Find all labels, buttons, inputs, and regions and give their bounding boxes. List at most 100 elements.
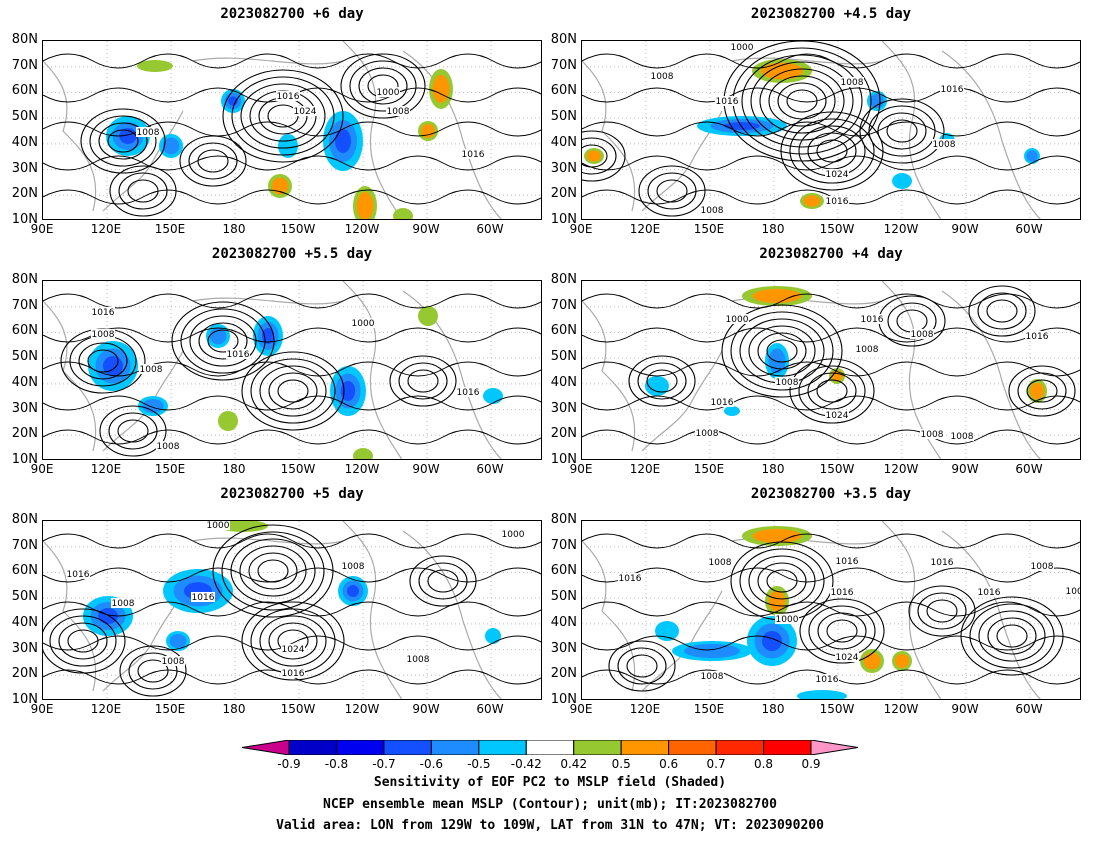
contour-label: 1008 bbox=[407, 655, 430, 665]
lon-tick-label: 120W bbox=[344, 222, 380, 236]
coastline bbox=[342, 281, 403, 459]
contour-label-bg bbox=[977, 587, 1001, 597]
mslp-contour bbox=[43, 669, 541, 685]
lon-tick-label: 120E bbox=[629, 462, 661, 476]
contour-label-bg bbox=[715, 96, 739, 106]
colorbar-tick-label: 0.5 bbox=[611, 757, 631, 771]
map-svg-6: 1016 1008 1008 1016 1016 1016 1008 1000 1024 1016… bbox=[582, 521, 1081, 699]
lat-tick-label: 30N bbox=[11, 400, 38, 416]
contour-label: 1016 bbox=[816, 675, 839, 685]
lat-tick-label: 10N bbox=[550, 692, 577, 707]
contour-label-bg bbox=[406, 654, 430, 664]
lat-tick-label: 10N bbox=[11, 212, 38, 227]
lon-tick-label: 90W bbox=[412, 222, 440, 236]
contour-label-bg bbox=[456, 387, 480, 397]
contour-label: 1008 bbox=[1066, 587, 1081, 597]
coastline bbox=[342, 521, 403, 699]
coastline bbox=[402, 50, 502, 219]
map-panel-3: 1008 1016 1016 1008 1000 1016 1008 bbox=[42, 280, 542, 460]
contour-label: 1016 bbox=[978, 588, 1001, 598]
contour-label: 1008 bbox=[157, 442, 180, 452]
lon-tick-label: 120W bbox=[344, 462, 380, 476]
mslp-contour bbox=[248, 552, 298, 590]
mslp-contour bbox=[407, 369, 439, 393]
panel-title-4: 2023082700 +4 day bbox=[759, 246, 903, 262]
mslp-contour bbox=[250, 608, 336, 674]
colorbar-tick-label: -0.5 bbox=[467, 757, 491, 771]
lon-tick-label: 60W bbox=[1015, 462, 1043, 476]
contour-label-bg bbox=[461, 149, 485, 159]
colorbar-segment bbox=[383, 740, 432, 755]
mslp-contour bbox=[180, 308, 266, 374]
contour-label-bg bbox=[830, 587, 854, 597]
mslp-contour bbox=[656, 179, 688, 203]
contour-label: 1016 bbox=[67, 570, 90, 580]
lon-tick-label: 150W bbox=[819, 462, 855, 476]
sensitivity-shading bbox=[218, 521, 268, 532]
contour-label-bg bbox=[281, 668, 305, 678]
mslp-contour bbox=[43, 293, 541, 309]
mslp-contour bbox=[582, 130, 626, 182]
colorbar-tick-label: -0.7 bbox=[372, 757, 396, 771]
mslp-contour bbox=[268, 622, 318, 660]
panel-title-3: 2023082700 +5.5 day bbox=[211, 246, 373, 262]
contour-label: 1008 bbox=[387, 107, 410, 117]
contour-label-bg bbox=[111, 598, 135, 608]
contour-label-bg bbox=[825, 169, 849, 179]
sensitivity-shading bbox=[137, 60, 173, 72]
mslp-contour bbox=[118, 172, 168, 210]
contour-label: 1008 bbox=[701, 206, 724, 216]
map-panel-4: 1000 1016 1008 1016 1008 1008 1016 1024 1008 1008… bbox=[581, 280, 1081, 460]
contour-label-bg bbox=[730, 42, 754, 52]
lat-tick-label: 80N bbox=[11, 272, 38, 287]
sensitivity-shading bbox=[752, 289, 802, 303]
lat-tick-label: 70N bbox=[550, 297, 577, 313]
contour-label: 1016 bbox=[836, 557, 859, 567]
lat-tick-label: 30N bbox=[550, 160, 577, 176]
lat-tick-label: 50N bbox=[11, 589, 38, 605]
mslp-contour bbox=[826, 619, 858, 643]
map-panel-1: 1016 1024 1000 1008 1008 1016 bbox=[42, 40, 542, 220]
mslp-contour bbox=[960, 596, 1064, 676]
coastline bbox=[941, 530, 1041, 699]
sensitivity-shading bbox=[162, 137, 180, 155]
sensitivity-shading bbox=[803, 195, 821, 207]
contour-label: 1016 bbox=[282, 669, 305, 679]
contour-label-bg bbox=[91, 307, 115, 317]
lat-tick-label: 40N bbox=[550, 134, 577, 150]
lat-tick-label: 60N bbox=[550, 563, 577, 579]
contour-label: 1008 bbox=[933, 140, 956, 150]
contour-label-bg bbox=[136, 127, 160, 137]
contour-label-bg bbox=[1030, 561, 1054, 571]
mslp-contour bbox=[231, 76, 335, 156]
mslp-contour bbox=[137, 659, 169, 683]
contour-label-bg bbox=[775, 614, 799, 624]
contour-label-bg bbox=[835, 556, 859, 566]
lat-tick-label: 80N bbox=[550, 272, 577, 287]
lon-tick-label: 120E bbox=[90, 222, 122, 236]
coastline bbox=[43, 300, 97, 452]
lat-tick-label: 70N bbox=[11, 57, 38, 73]
contour-label: 1016 bbox=[457, 388, 480, 398]
sensitivity-shading bbox=[752, 529, 802, 543]
lat-tick-label: 10N bbox=[550, 452, 577, 467]
mslp-contour bbox=[241, 351, 345, 431]
mslp-contour bbox=[240, 83, 326, 149]
sensitivity-shading bbox=[103, 356, 123, 376]
mslp-contour bbox=[807, 372, 857, 410]
mslp-contour bbox=[730, 311, 834, 391]
mslp-contour bbox=[968, 285, 1036, 337]
contour-label: 1016 bbox=[1026, 332, 1049, 342]
lon-tick-label: 150E bbox=[693, 222, 725, 236]
lat-tick-label: 20N bbox=[550, 426, 577, 442]
sensitivity-shading bbox=[684, 644, 740, 658]
lat-tick-label: 50N bbox=[11, 349, 38, 365]
mslp-contour bbox=[766, 339, 798, 363]
lat-tick-label: 40N bbox=[11, 134, 38, 150]
map-svg-5: 1000 1000 1016 1008 1016 1008 1024 1016 1008 1008 bbox=[43, 521, 541, 699]
lon-tick-label: 120E bbox=[90, 462, 122, 476]
mslp-contour bbox=[268, 372, 318, 410]
mslp-contour bbox=[987, 617, 1037, 655]
lon-tick-label: 180 bbox=[222, 462, 246, 476]
mslp-contour bbox=[582, 429, 1080, 445]
